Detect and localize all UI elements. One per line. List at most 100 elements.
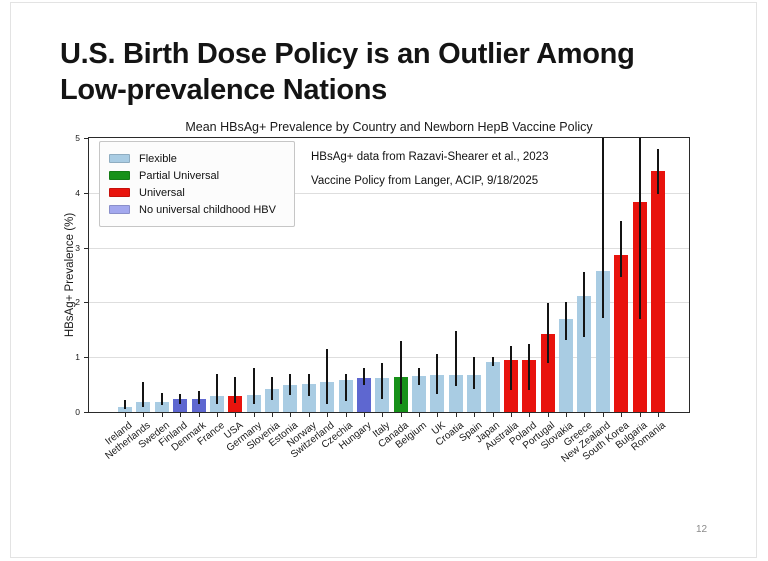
error-bar-portugal bbox=[546, 303, 549, 363]
error-bar-uk bbox=[436, 354, 439, 395]
error-bar-finland bbox=[179, 393, 182, 404]
legend-item-universal: Universal bbox=[109, 184, 284, 201]
bar-ireland bbox=[118, 406, 132, 412]
bar-portugal bbox=[540, 334, 555, 412]
x-tick-mark-czechia bbox=[345, 413, 347, 417]
x-tick-mark-italy bbox=[382, 413, 384, 417]
slide-title: U.S. Birth Dose Policy is an Outlier Amo… bbox=[60, 36, 725, 108]
legend-label-flexible: Flexible bbox=[139, 152, 177, 165]
y-tick-label-4: 4 bbox=[75, 187, 80, 198]
error-bar-bulgaria bbox=[638, 138, 641, 319]
bar-greece bbox=[577, 295, 592, 412]
error-bar-czechia bbox=[344, 373, 347, 402]
bar-spain bbox=[467, 374, 482, 412]
x-tick-mark-finland bbox=[180, 413, 182, 417]
x-tick-mark-norway bbox=[308, 413, 310, 417]
x-tick-mark-croatia bbox=[455, 413, 457, 417]
error-bar-switzerland bbox=[326, 348, 329, 404]
error-bar-estonia bbox=[289, 374, 292, 395]
x-tick-mark-netherlands bbox=[143, 413, 145, 417]
slide-title-line1: U.S. Birth Dose Policy is an Outlier Amo… bbox=[60, 38, 635, 71]
y-tick-mark-2 bbox=[84, 302, 88, 304]
y-tick-mark-1 bbox=[84, 357, 88, 359]
bar-new-zealand bbox=[595, 270, 610, 412]
gridline-4 bbox=[89, 192, 689, 194]
error-bar-denmark bbox=[197, 391, 200, 404]
y-tick-label-0: 0 bbox=[75, 407, 80, 417]
error-bar-netherlands bbox=[142, 381, 145, 407]
legend-item-flexible: Flexible bbox=[109, 150, 284, 167]
x-tick-mark-switzerland bbox=[327, 413, 329, 417]
x-tick-mark-poland bbox=[529, 413, 531, 417]
x-tick-mark-hungary bbox=[363, 413, 365, 417]
gridline-3 bbox=[89, 247, 689, 249]
error-bar-south-korea bbox=[620, 220, 623, 277]
legend-label-partial-universal: Partial Universal bbox=[139, 169, 220, 182]
error-bar-germany bbox=[252, 368, 255, 404]
error-bar-japan bbox=[491, 357, 494, 366]
x-tick-mark-new-zealand bbox=[602, 413, 604, 417]
bar-slovenia bbox=[265, 388, 280, 412]
x-tick-mark-denmark bbox=[198, 413, 200, 417]
gridline-2 bbox=[89, 302, 689, 304]
error-bar-greece bbox=[583, 271, 586, 337]
bar-finland bbox=[173, 399, 188, 412]
x-tick-mark-south-korea bbox=[621, 413, 623, 417]
y-tick-mark-4 bbox=[84, 192, 88, 194]
x-tick-mark-romania bbox=[658, 413, 659, 417]
chart-title: Mean HBsAg+ Prevalence by Country and Ne… bbox=[185, 120, 593, 134]
x-tick-mark-ireland bbox=[125, 413, 126, 417]
error-bar-croatia bbox=[454, 331, 457, 387]
y-tick-mark-3 bbox=[84, 247, 88, 249]
page-number: 12 bbox=[696, 524, 708, 535]
x-tick-mark-slovakia bbox=[566, 413, 568, 417]
bar-norway bbox=[301, 384, 316, 412]
bar-usa bbox=[228, 395, 243, 412]
y-tick-label-2: 2 bbox=[75, 297, 80, 308]
y-tick-label-5: 5 bbox=[75, 133, 80, 143]
y-tick-mark-5 bbox=[84, 138, 88, 139]
error-bar-italy bbox=[381, 362, 384, 399]
legend-swatch-universal bbox=[109, 188, 130, 197]
x-tick-mark-australia bbox=[510, 413, 512, 417]
gridline-1 bbox=[89, 357, 689, 359]
y-tick-label-3: 3 bbox=[75, 242, 80, 253]
x-tick-mark-estonia bbox=[290, 413, 292, 417]
legend-swatch-flexible bbox=[109, 154, 130, 163]
y-axis-label: HBsAg+ Prevalence (%) bbox=[64, 212, 76, 338]
x-tick-mark-japan bbox=[492, 413, 494, 417]
bar-belgium bbox=[412, 375, 427, 412]
x-tick-mark-greece bbox=[584, 413, 586, 417]
error-bar-norway bbox=[307, 374, 310, 396]
error-bar-romania bbox=[657, 148, 659, 194]
error-bar-hungary bbox=[362, 368, 365, 385]
bar-slovakia bbox=[559, 318, 574, 412]
bar-france bbox=[209, 396, 224, 412]
y-tick-label-1: 1 bbox=[75, 352, 80, 363]
x-tick-mark-uk bbox=[437, 413, 439, 417]
x-tick-mark-spain bbox=[474, 413, 476, 417]
bar-hungary bbox=[356, 378, 371, 412]
x-tick-mark-portugal bbox=[547, 413, 549, 417]
bar-croatia bbox=[448, 374, 463, 412]
error-bar-australia bbox=[509, 346, 512, 391]
error-bar-slovakia bbox=[565, 302, 568, 340]
x-tick-mark-france bbox=[216, 413, 218, 417]
legend-swatch-no-universal-childhood-hbv bbox=[109, 205, 130, 214]
x-tick-mark-bulgaria bbox=[639, 413, 641, 417]
legend-swatch-partial-universal bbox=[109, 171, 130, 180]
error-bar-spain bbox=[473, 357, 476, 389]
bar-sweden bbox=[154, 401, 169, 412]
bar-netherlands bbox=[136, 401, 151, 412]
x-tick-mark-belgium bbox=[419, 413, 421, 417]
error-bar-poland bbox=[528, 343, 531, 391]
error-bar-canada bbox=[399, 340, 402, 404]
error-bar-sweden bbox=[160, 392, 163, 406]
x-tick-mark-canada bbox=[400, 413, 402, 417]
legend-label-no-universal-childhood-hbv: No universal childhood HBV bbox=[139, 203, 276, 216]
x-tick-mark-slovenia bbox=[272, 413, 274, 417]
legend: Flexible Partial Universal Universal No uni… bbox=[99, 141, 295, 227]
x-tick-mark-germany bbox=[253, 413, 255, 417]
bar-romania bbox=[651, 170, 665, 412]
